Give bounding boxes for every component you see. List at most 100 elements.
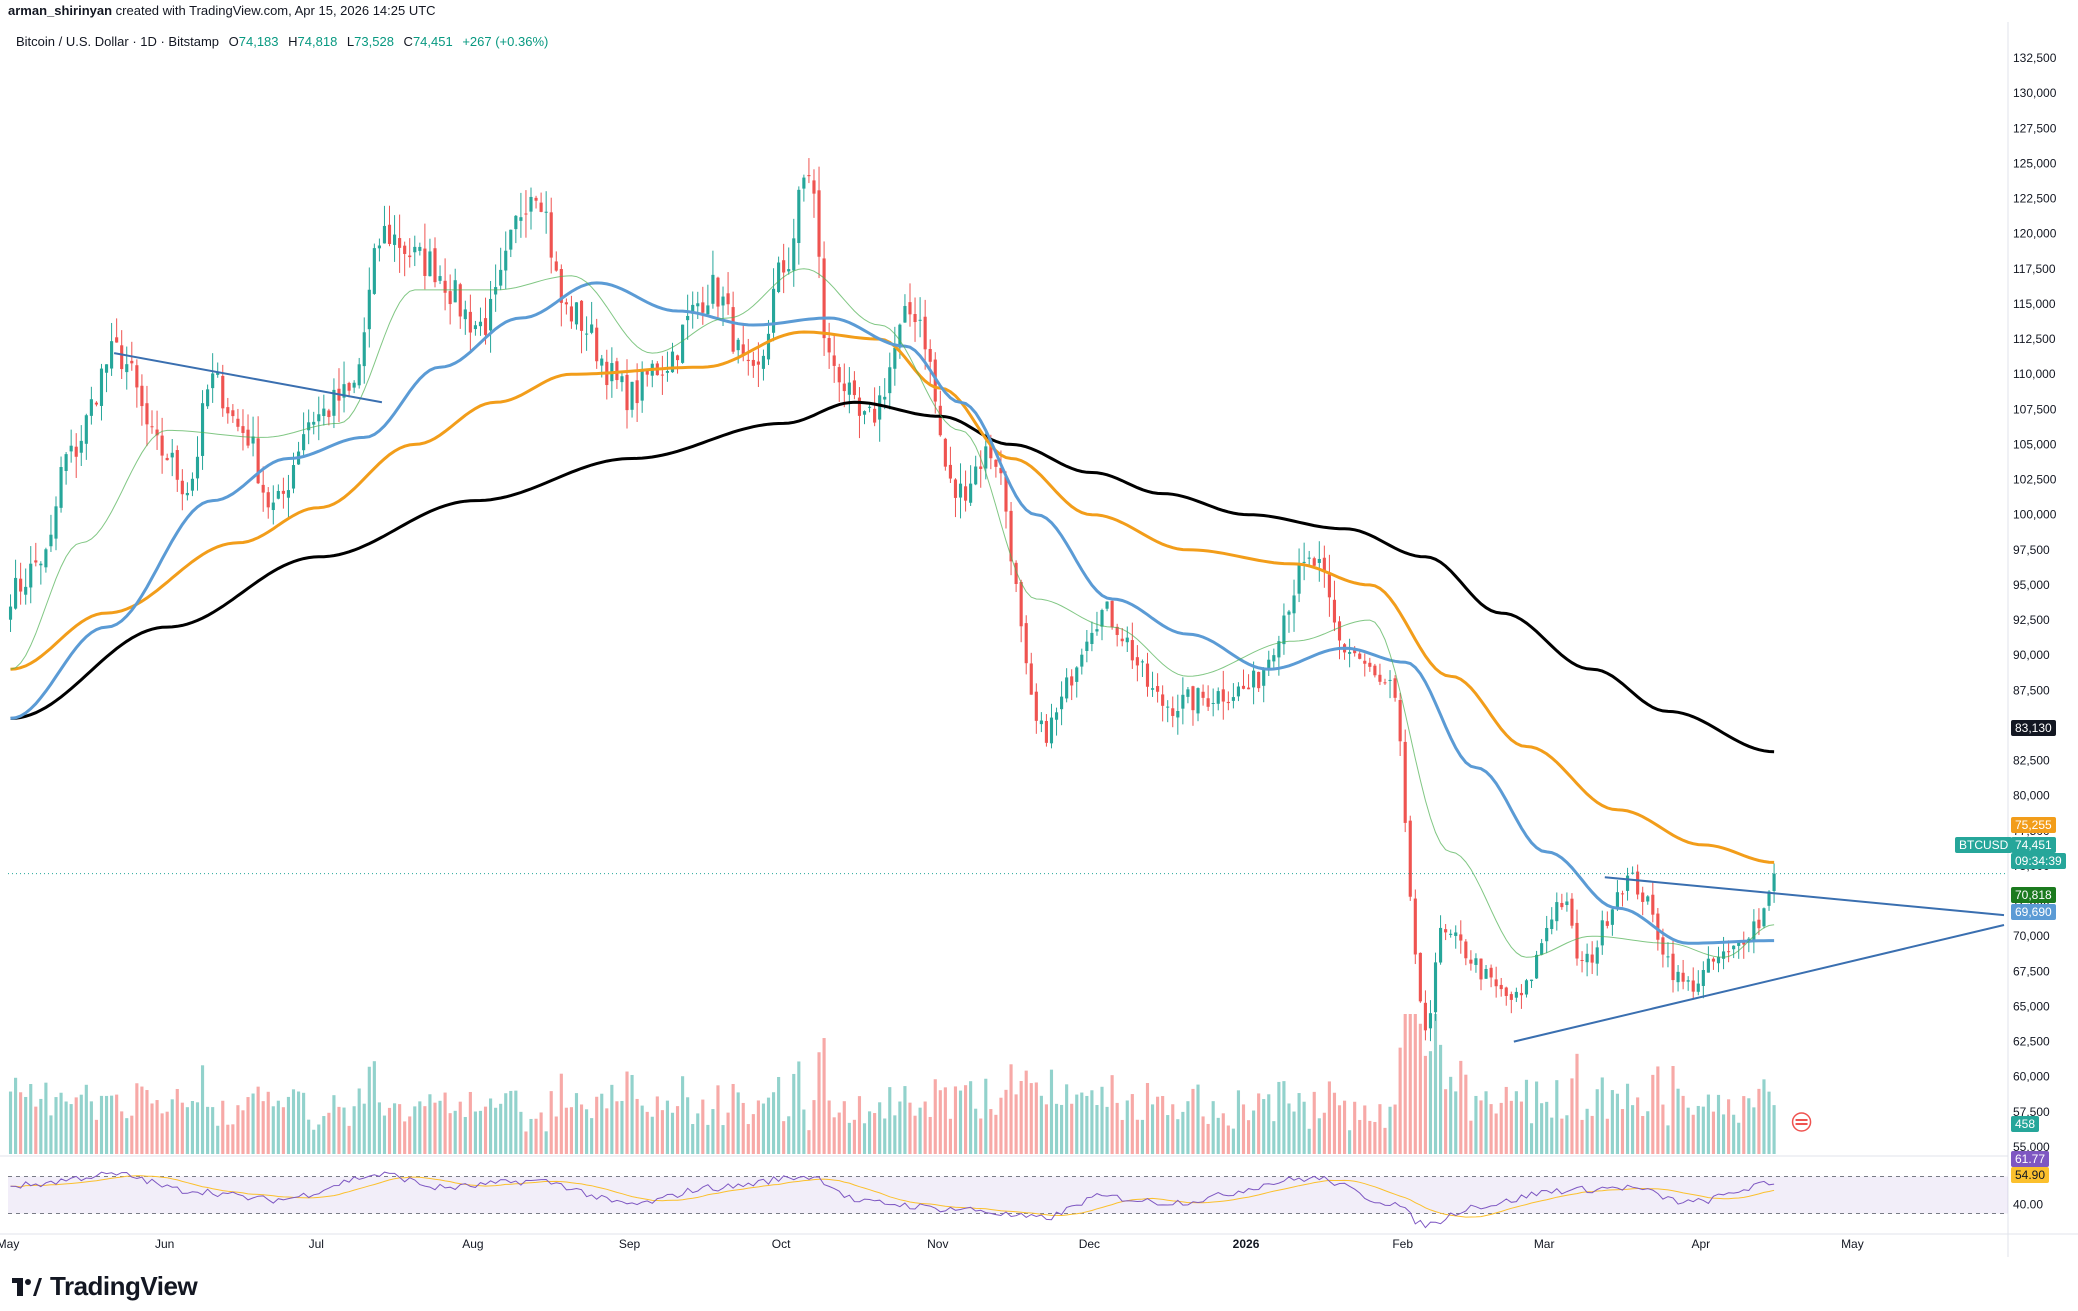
- time-tick-label: Jul: [309, 1237, 324, 1251]
- candle-body: [418, 246, 422, 251]
- volume-bar: [847, 1122, 851, 1154]
- volume-bar: [1641, 1116, 1645, 1154]
- candle-body: [559, 269, 563, 303]
- candle-body: [448, 291, 452, 305]
- tradingview-brand: TradingView: [50, 1271, 198, 1301]
- volume-bar: [398, 1104, 402, 1154]
- candle-body: [1125, 637, 1129, 643]
- volume-bar: [1378, 1104, 1382, 1154]
- volume-bar: [1191, 1088, 1195, 1154]
- volume-bar: [812, 1100, 816, 1154]
- volume-bar: [1065, 1084, 1069, 1154]
- candle-body: [1115, 626, 1119, 635]
- candle-body: [1595, 947, 1599, 964]
- volume-bar: [1439, 1044, 1443, 1154]
- volume-bar: [600, 1093, 604, 1154]
- volume-bar: [1545, 1101, 1549, 1154]
- author-name: arman_shirinyan: [8, 3, 113, 18]
- candle-body: [908, 302, 912, 315]
- volume-bar: [984, 1078, 988, 1154]
- volume-bar: [1100, 1086, 1104, 1154]
- candle-body: [847, 382, 851, 395]
- candle-body: [1494, 979, 1498, 987]
- candle-body: [291, 465, 296, 489]
- candle-body: [1489, 967, 1493, 978]
- candle-body: [999, 467, 1003, 474]
- candle-body: [670, 351, 675, 373]
- tradingview-logo[interactable]: TradingView: [12, 1271, 198, 1302]
- candle-body: [1504, 987, 1508, 996]
- volume-bar: [185, 1107, 189, 1154]
- candle-body: [1080, 654, 1084, 667]
- volume-bar: [408, 1116, 412, 1154]
- candle-body: [1605, 921, 1609, 926]
- volume-bar: [1413, 1014, 1417, 1154]
- candle-body: [1484, 968, 1488, 979]
- volume-bar: [1631, 1105, 1635, 1154]
- candle-body: [1145, 663, 1150, 687]
- volume-bar: [24, 1096, 28, 1154]
- volume-bar: [888, 1087, 892, 1154]
- chart-frame[interactable]: 55,000 57,500 60,000 62,500 65,000 67,500 70,0…: [0, 22, 2078, 1257]
- candle-body: [1454, 932, 1458, 936]
- candle-body: [1246, 687, 1251, 690]
- volume-bar: [1216, 1117, 1220, 1154]
- volume-bar: [1504, 1086, 1508, 1154]
- volume-bar: [261, 1101, 265, 1154]
- volume-bar: [393, 1103, 397, 1154]
- volume-bar: [29, 1084, 33, 1154]
- volume-bar: [1353, 1101, 1357, 1154]
- volume-bar: [777, 1076, 781, 1154]
- candle-body: [625, 374, 629, 411]
- candle-body: [1403, 741, 1407, 823]
- ema20-price-tag: 70,818: [2011, 887, 2056, 903]
- volume-bar: [357, 1088, 361, 1154]
- candle-body: [1277, 641, 1281, 658]
- candle-body: [1393, 678, 1397, 698]
- volume-tag: 458: [2011, 1116, 2040, 1132]
- candle-body: [979, 466, 983, 469]
- volume-bar: [1550, 1117, 1554, 1154]
- volume-bar: [160, 1113, 164, 1154]
- volume-bar: [1130, 1094, 1134, 1154]
- candle-body: [1464, 941, 1468, 959]
- price-tick-label: 132,500: [2013, 51, 2057, 65]
- time-tick-label: Aug: [462, 1237, 483, 1251]
- candle-body: [766, 333, 771, 360]
- price-tick-label: 87,500: [2013, 683, 2050, 697]
- candle-body: [428, 251, 432, 277]
- volume-bar: [857, 1096, 862, 1154]
- time-tick-label: May: [0, 1237, 19, 1251]
- candle-body: [1004, 476, 1008, 512]
- volume-bar: [216, 1125, 220, 1154]
- volume-bar: [403, 1121, 407, 1154]
- volume-bar: [1742, 1096, 1746, 1154]
- candle-body: [1317, 558, 1321, 563]
- candle-body: [130, 360, 134, 364]
- candle-body: [1711, 958, 1716, 962]
- volume-bar: [135, 1083, 139, 1154]
- volume-bar: [1772, 1105, 1776, 1154]
- candle-body: [140, 385, 144, 407]
- volume-bar: [458, 1101, 462, 1154]
- candle-body: [1257, 671, 1261, 689]
- price-chart[interactable]: 55,000 57,500 60,000 62,500 65,000 67,500 70,0…: [0, 22, 2078, 1257]
- candle-body: [150, 426, 154, 428]
- candle-body: [463, 309, 467, 320]
- candle-body: [1282, 615, 1286, 645]
- volume-bar: [1403, 1014, 1407, 1154]
- volume-bar: [524, 1131, 528, 1154]
- volume-bar: [1039, 1095, 1043, 1154]
- time-tick-label: Nov: [927, 1237, 948, 1251]
- candle-body: [180, 480, 184, 495]
- candle-body: [913, 314, 917, 323]
- candle-body: [24, 586, 28, 595]
- volume-bar: [1166, 1115, 1170, 1154]
- candle-body: [1019, 581, 1023, 627]
- volume-bar: [175, 1088, 179, 1154]
- volume-bar: [1327, 1081, 1331, 1154]
- volume-bar: [1252, 1110, 1256, 1154]
- candle-body: [59, 467, 63, 508]
- volume-bar: [635, 1098, 639, 1154]
- candle-body: [423, 248, 427, 276]
